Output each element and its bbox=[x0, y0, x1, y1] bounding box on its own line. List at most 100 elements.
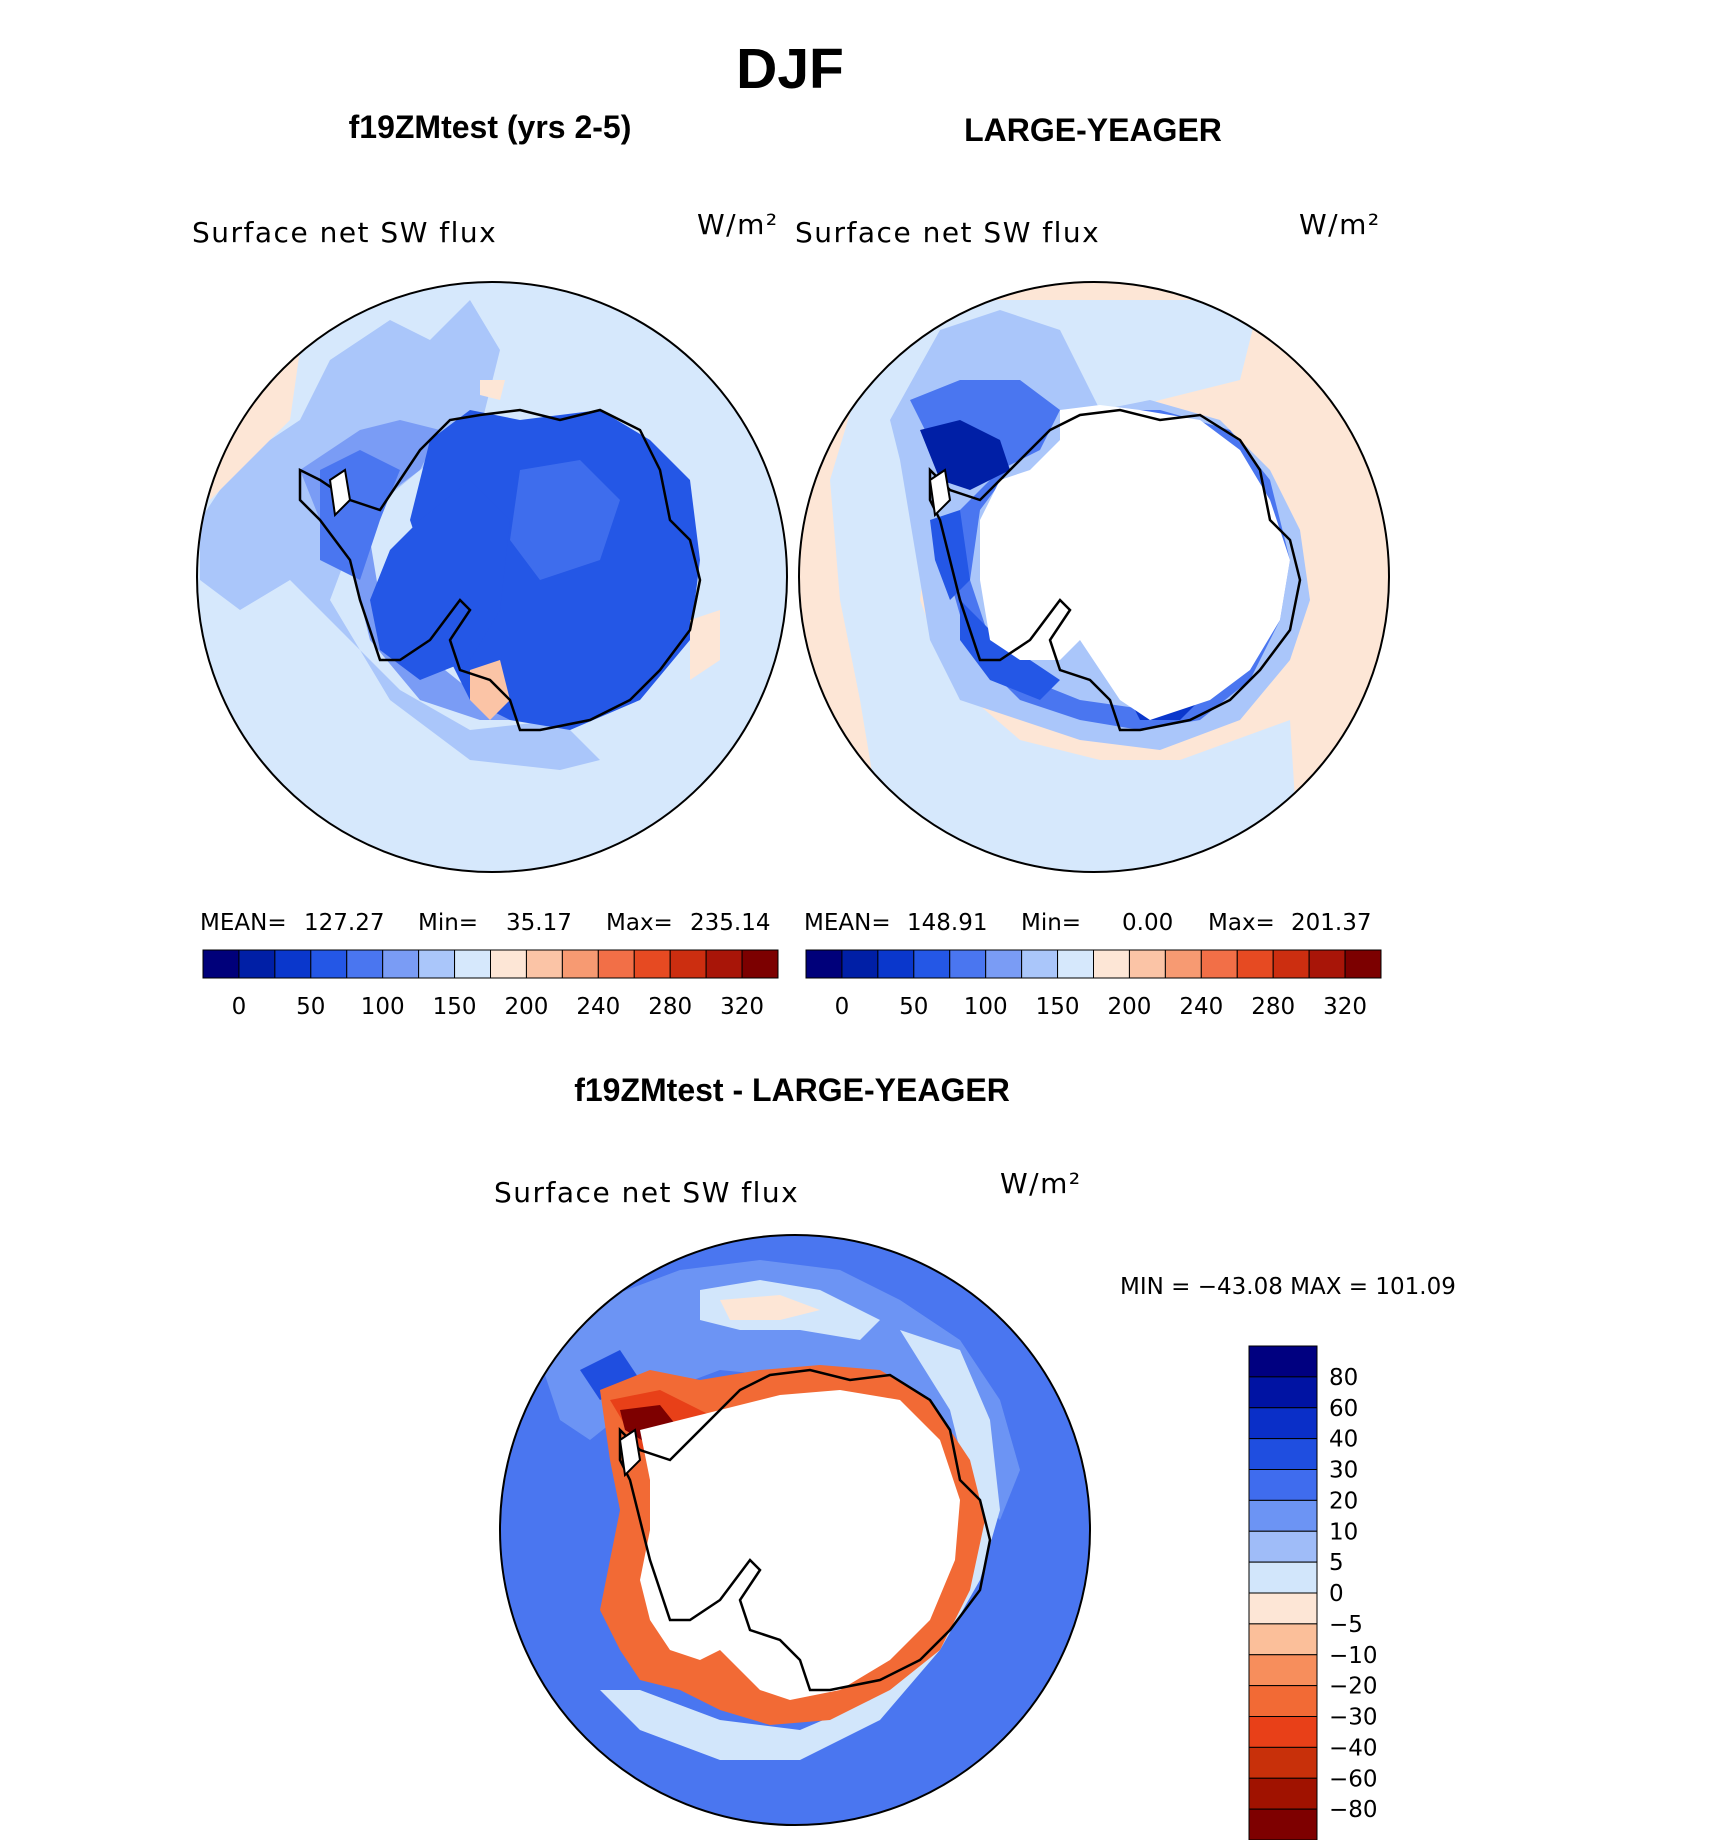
obs-colorbar-swatch bbox=[1057, 949, 1094, 979]
model-colorbar-swatch bbox=[382, 949, 420, 979]
obs-colorbar-swatch bbox=[1200, 949, 1238, 979]
diff-colorbar-swatch bbox=[1248, 1808, 1318, 1840]
obs-coastline bbox=[928, 408, 1302, 732]
model-colorbar-swatch bbox=[597, 949, 635, 979]
obs-mean-value: 148.91 bbox=[907, 910, 987, 936]
diff-colorbar-tick-label: 0 bbox=[1329, 1581, 1344, 1607]
diff-colorbar-swatch bbox=[1248, 1345, 1318, 1378]
obs-colorbar-swatch bbox=[913, 949, 951, 979]
model-colorbar-tick-label: 50 bbox=[296, 994, 325, 1020]
model-colorbar-tick-label: 100 bbox=[361, 994, 405, 1020]
diff-colorbar-tick-label: 80 bbox=[1329, 1365, 1358, 1391]
diff-colorbar-tick-label: 40 bbox=[1329, 1427, 1358, 1453]
diff-map-border bbox=[499, 1234, 1091, 1826]
model-colorbar: 0 50 100 150 200 240 280 320 bbox=[202, 949, 779, 1020]
diff-colorbar: 80 60 40 30 20 10 5 0 −5 −10 −20 −30 −40 −60 −80 bbox=[1248, 1345, 1378, 1840]
obs-colorbar-swatch bbox=[805, 949, 843, 979]
model-colorbar-swatch bbox=[274, 949, 312, 979]
model-colorbar-swatch bbox=[669, 949, 707, 979]
diff-coastline bbox=[618, 1368, 992, 1692]
diff-colorbar-tick-label: −20 bbox=[1329, 1674, 1378, 1700]
obs-variable-label: Surface net SW flux bbox=[795, 216, 1100, 249]
diff-colorbar-tick-label: 60 bbox=[1329, 1396, 1358, 1422]
diff-colorbar-swatch bbox=[1248, 1623, 1318, 1656]
figure-title: DJF bbox=[736, 37, 844, 101]
diff-colorbar-tick-label: 20 bbox=[1329, 1488, 1358, 1514]
model-colorbar-tick-label: 200 bbox=[504, 994, 548, 1020]
model-mean-label: MEAN= bbox=[200, 910, 287, 936]
model-colorbar-swatch bbox=[633, 949, 671, 979]
diff-colorbar-swatch bbox=[1248, 1777, 1318, 1810]
obs-colorbar-swatch bbox=[1308, 949, 1346, 979]
diff-colorbar-swatch bbox=[1248, 1376, 1318, 1409]
obs-colorbar-tick-label: 50 bbox=[899, 994, 928, 1020]
model-colorbar-swatch bbox=[525, 949, 563, 979]
obs-mean-label: MEAN= bbox=[804, 910, 891, 936]
diff-colorbar-tick-label: −5 bbox=[1329, 1612, 1363, 1638]
model-colorbar-swatch bbox=[561, 949, 599, 979]
obs-colorbar-tick-label: 100 bbox=[964, 994, 1008, 1020]
diff-minmax-label: MIN = −43.08 MAX = 101.09 bbox=[1120, 1274, 1456, 1300]
obs-colorbar-swatch bbox=[1093, 949, 1130, 979]
model-colorbar-swatch bbox=[202, 949, 240, 979]
diff-colorbar-swatch bbox=[1248, 1407, 1318, 1440]
model-units-label: W/m² bbox=[697, 208, 779, 241]
obs-polar-map bbox=[799, 282, 1389, 872]
obs-colorbar-tick-label: 0 bbox=[835, 994, 850, 1020]
diff-colorbar-swatch bbox=[1248, 1438, 1318, 1470]
obs-colorbar-swatch bbox=[1344, 949, 1382, 979]
obs-colorbar-tick-label: 200 bbox=[1107, 994, 1151, 1020]
model-max-value: 235.14 bbox=[690, 910, 770, 936]
obs-colorbar-swatch bbox=[1164, 949, 1202, 979]
model-min-value: 35.17 bbox=[506, 910, 572, 936]
diff-colorbar-tick-label: 5 bbox=[1329, 1550, 1344, 1576]
model-panel: f19ZMtest (yrs 2-5) Surface net SW flux … bbox=[192, 109, 788, 1020]
model-min-label: Min= bbox=[418, 910, 478, 936]
diff-colorbar-tick-label: −10 bbox=[1329, 1643, 1378, 1669]
model-colorbar-tick-label: 320 bbox=[720, 994, 764, 1020]
diff-colorbar-swatch bbox=[1248, 1499, 1318, 1532]
diff-colorbar-tick-label: −60 bbox=[1329, 1766, 1378, 1792]
obs-colorbar-swatch bbox=[1272, 949, 1310, 979]
obs-colorbar-swatch bbox=[877, 949, 915, 979]
diff-colorbar-swatch bbox=[1248, 1530, 1318, 1563]
obs-colorbar-swatch bbox=[1021, 949, 1059, 979]
obs-max-value: 201.37 bbox=[1291, 910, 1371, 936]
obs-min-label: Min= bbox=[1021, 910, 1081, 936]
model-panel-title: f19ZMtest (yrs 2-5) bbox=[349, 109, 632, 145]
diff-colorbar-swatch bbox=[1248, 1716, 1318, 1748]
diff-colorbar-swatch bbox=[1248, 1685, 1318, 1717]
diff-colorbar-tick-label: −30 bbox=[1329, 1705, 1378, 1731]
model-colorbar-tick-label: 150 bbox=[433, 994, 477, 1020]
model-variable-label: Surface net SW flux bbox=[192, 216, 497, 249]
model-colorbar-tick-label: 240 bbox=[576, 994, 620, 1020]
diff-colorbar-swatch bbox=[1248, 1469, 1318, 1501]
obs-colorbar-swatch bbox=[1128, 949, 1166, 979]
model-colorbar-swatch bbox=[418, 949, 456, 979]
obs-colorbar-tick-label: 150 bbox=[1036, 994, 1080, 1020]
model-colorbar-tick-label: 0 bbox=[232, 994, 247, 1020]
model-colorbar-swatch bbox=[238, 949, 276, 979]
obs-colorbar-swatch bbox=[949, 949, 987, 979]
diff-panel: f19ZMtest - LARGE-YEAGER Surface net SW … bbox=[494, 1072, 1456, 1840]
obs-map-border bbox=[798, 281, 1390, 873]
obs-colorbar-tick-label: 320 bbox=[1323, 994, 1367, 1020]
obs-colorbar: 0 50 100 150 200 240 280 320 bbox=[805, 949, 1382, 1020]
model-stats: MEAN= 127.27 Min= 35.17 Max= 235.14 bbox=[200, 910, 770, 936]
model-colorbar-swatch bbox=[346, 949, 384, 979]
obs-colorbar-tick-label: 280 bbox=[1251, 994, 1295, 1020]
diff-colorbar-tick-label: −40 bbox=[1329, 1735, 1378, 1761]
model-map-border bbox=[196, 281, 788, 873]
diff-units-label: W/m² bbox=[1000, 1167, 1082, 1200]
obs-max-label: Max= bbox=[1208, 910, 1275, 936]
diff-colorbar-tick-label: −80 bbox=[1329, 1797, 1378, 1823]
model-colorbar-tick-label: 280 bbox=[648, 994, 692, 1020]
diff-colorbar-swatch bbox=[1248, 1654, 1318, 1687]
obs-stats: MEAN= 148.91 Min= 0.00 Max= 201.37 bbox=[804, 910, 1371, 936]
model-max-label: Max= bbox=[606, 910, 673, 936]
obs-min-value: 0.00 bbox=[1122, 910, 1173, 936]
obs-colorbar-swatch bbox=[985, 949, 1023, 979]
obs-units-label: W/m² bbox=[1299, 208, 1381, 241]
obs-panel: LARGE-YEAGER Surface net SW flux W/m² ME… bbox=[795, 112, 1390, 1020]
